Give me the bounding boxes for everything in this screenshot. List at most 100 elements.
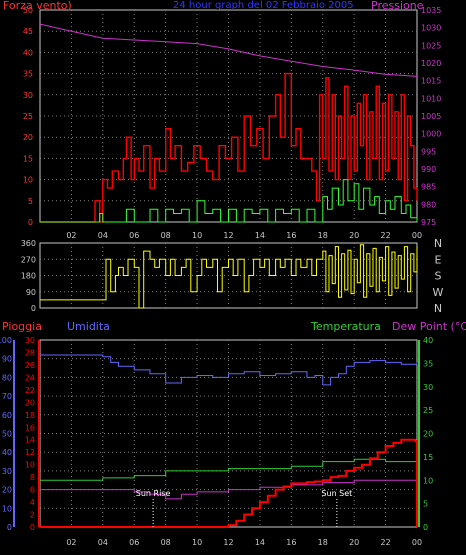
rain-y-tick-label: 2 bbox=[30, 511, 35, 520]
wind-y-tick-label: 0 bbox=[28, 218, 33, 227]
pressure-y-tick-label: 1005 bbox=[421, 112, 441, 121]
wind-panel-x-tick-label: 14 bbox=[255, 231, 265, 240]
pressure-y-tick-label: 985 bbox=[421, 183, 436, 192]
humidity-y-tick-label: 70 bbox=[2, 392, 12, 401]
wind-avg-line bbox=[40, 179, 418, 223]
humidity-axis-label: Umidita bbox=[67, 320, 110, 333]
humidity-y-tick-label: 60 bbox=[2, 411, 12, 420]
pressure-y-tick-label: 990 bbox=[421, 165, 436, 174]
temperature-y-tick-label: 35 bbox=[423, 359, 433, 368]
rain-y-tick-label: 18 bbox=[25, 411, 35, 420]
humidity-y-tick-label: 40 bbox=[2, 448, 12, 457]
wind-y-tick-label: 15 bbox=[23, 154, 33, 163]
humidity-y-tick-label: 20 bbox=[2, 486, 12, 495]
temperature-y-tick-label: 10 bbox=[423, 476, 433, 485]
rain-panel-x-tick-label: 20 bbox=[349, 538, 359, 547]
wind-y-tick-label: 35 bbox=[23, 70, 33, 79]
rain-line bbox=[40, 438, 418, 528]
temperature-y-tick-label: 40 bbox=[423, 336, 433, 345]
rain-y-tick-label: 28 bbox=[25, 348, 35, 357]
sun-marker-label: Sun Set bbox=[321, 489, 352, 498]
temperature-y-tick-label: 20 bbox=[423, 430, 433, 439]
pressure-y-tick-label: 1030 bbox=[421, 24, 441, 33]
compass-label: E bbox=[435, 253, 442, 266]
wind-panel-x-tick-label: 18 bbox=[318, 231, 328, 240]
humidity-y-tick-label: 10 bbox=[2, 504, 12, 513]
rain-panel-x-tick-label: 12 bbox=[223, 538, 233, 547]
direction-y-tick-label: 360 bbox=[21, 239, 36, 248]
pressure-line bbox=[39, 23, 418, 77]
wind-panel-x-tick-label: 10 bbox=[192, 231, 202, 240]
compass-label: N bbox=[434, 302, 442, 315]
wind-y-tick-label: 50 bbox=[23, 6, 33, 15]
compass-label: S bbox=[435, 270, 442, 283]
compass-label: W bbox=[433, 286, 444, 299]
wind-panel-x-tick-label: 06 bbox=[129, 231, 139, 240]
wind-y-tick-label: 5 bbox=[28, 197, 33, 206]
pressure-y-tick-label: 1035 bbox=[421, 6, 441, 15]
pressure-y-tick-label: 975 bbox=[421, 218, 436, 227]
temperature-y-tick-label: 25 bbox=[423, 406, 433, 415]
humidity-y-tick-label: 50 bbox=[2, 430, 12, 439]
direction-y-tick-label: 180 bbox=[21, 272, 36, 281]
humidity-line bbox=[40, 354, 418, 386]
wind-y-tick-label: 10 bbox=[23, 176, 33, 185]
rain-panel-x-tick-label: 02 bbox=[66, 538, 76, 547]
wind-y-tick-label: 40 bbox=[23, 48, 33, 57]
rain-axis-label: Pioggia bbox=[2, 320, 42, 333]
wind-direction-line bbox=[40, 244, 418, 309]
temperature-y-tick-label: 15 bbox=[423, 453, 433, 462]
humidity-y-tick-label: 100 bbox=[0, 336, 12, 345]
wind-gust-line bbox=[40, 72, 418, 223]
rain-y-tick-label: 20 bbox=[25, 398, 35, 407]
pressure-y-tick-label: 995 bbox=[421, 147, 436, 156]
rain-panel-x-tick-label: 18 bbox=[318, 538, 328, 547]
chart-title: 24 hour graph del 02 Febbraio 2005 bbox=[173, 0, 354, 11]
rain-panel-x-tick-label: 00 bbox=[412, 538, 422, 547]
dew-point-axis-label: Dew Point (°C) bbox=[392, 320, 466, 333]
wind-panel-x-tick-label: 12 bbox=[223, 231, 233, 240]
pressure-y-tick-label: 1020 bbox=[421, 59, 441, 68]
humidity-y-tick-label: 90 bbox=[2, 355, 12, 364]
temperature-y-tick-label: 30 bbox=[423, 383, 433, 392]
temperature-y-tick-label: 0 bbox=[423, 523, 428, 532]
wind-panel-x-tick-label: 20 bbox=[349, 231, 359, 240]
humidity-y-tick-label: 30 bbox=[2, 467, 12, 476]
pressure-y-tick-label: 980 bbox=[421, 200, 436, 209]
rain-y-tick-label: 6 bbox=[30, 486, 35, 495]
rain-panel-x-tick-label: 22 bbox=[380, 538, 390, 547]
sun-marker-label: Sun Rise bbox=[136, 489, 171, 498]
wind-axis-label: Forza vento) bbox=[3, 0, 72, 12]
rain-y-tick-label: 10 bbox=[25, 461, 35, 470]
direction-y-tick-label: 90 bbox=[26, 288, 36, 297]
rain-panel-x-tick-label: 08 bbox=[161, 538, 171, 547]
pressure-y-tick-label: 1015 bbox=[421, 77, 441, 86]
rain-panel-x-tick-label: 14 bbox=[255, 538, 265, 547]
pressure-y-tick-label: 1000 bbox=[421, 130, 441, 139]
rain-panel-x-tick-label: 06 bbox=[129, 538, 139, 547]
wind-y-tick-label: 20 bbox=[23, 133, 33, 142]
rain-y-tick-label: 26 bbox=[25, 361, 35, 370]
dew-point-line bbox=[40, 479, 418, 500]
rain-y-tick-label: 30 bbox=[25, 336, 35, 345]
wind-panel-x-tick-label: 00 bbox=[412, 231, 422, 240]
humidity-y-tick-label: 80 bbox=[2, 373, 12, 382]
rain-y-tick-label: 8 bbox=[30, 473, 35, 482]
pressure-y-tick-label: 1025 bbox=[421, 41, 441, 50]
wind-panel-x-tick-label: 04 bbox=[98, 231, 108, 240]
rain-panel-x-tick-label: 10 bbox=[192, 538, 202, 547]
rain-y-tick-label: 4 bbox=[30, 498, 35, 507]
wind-panel-x-tick-label: 16 bbox=[286, 231, 296, 240]
rain-y-tick-label: 14 bbox=[25, 436, 35, 445]
direction-y-tick-label: 270 bbox=[21, 255, 36, 264]
wind-panel-x-tick-label: 02 bbox=[66, 231, 76, 240]
temperature-axis-label: Temperatura bbox=[311, 320, 381, 333]
compass-label: N bbox=[434, 237, 442, 250]
rain-y-tick-label: 0 bbox=[30, 523, 35, 532]
wind-y-tick-label: 30 bbox=[23, 91, 33, 100]
rain-panel-x-tick-label: 16 bbox=[286, 538, 296, 547]
pressure-y-tick-label: 1010 bbox=[421, 94, 441, 103]
direction-y-tick-label: 0 bbox=[31, 304, 36, 313]
wind-panel-x-tick-label: 22 bbox=[380, 231, 390, 240]
